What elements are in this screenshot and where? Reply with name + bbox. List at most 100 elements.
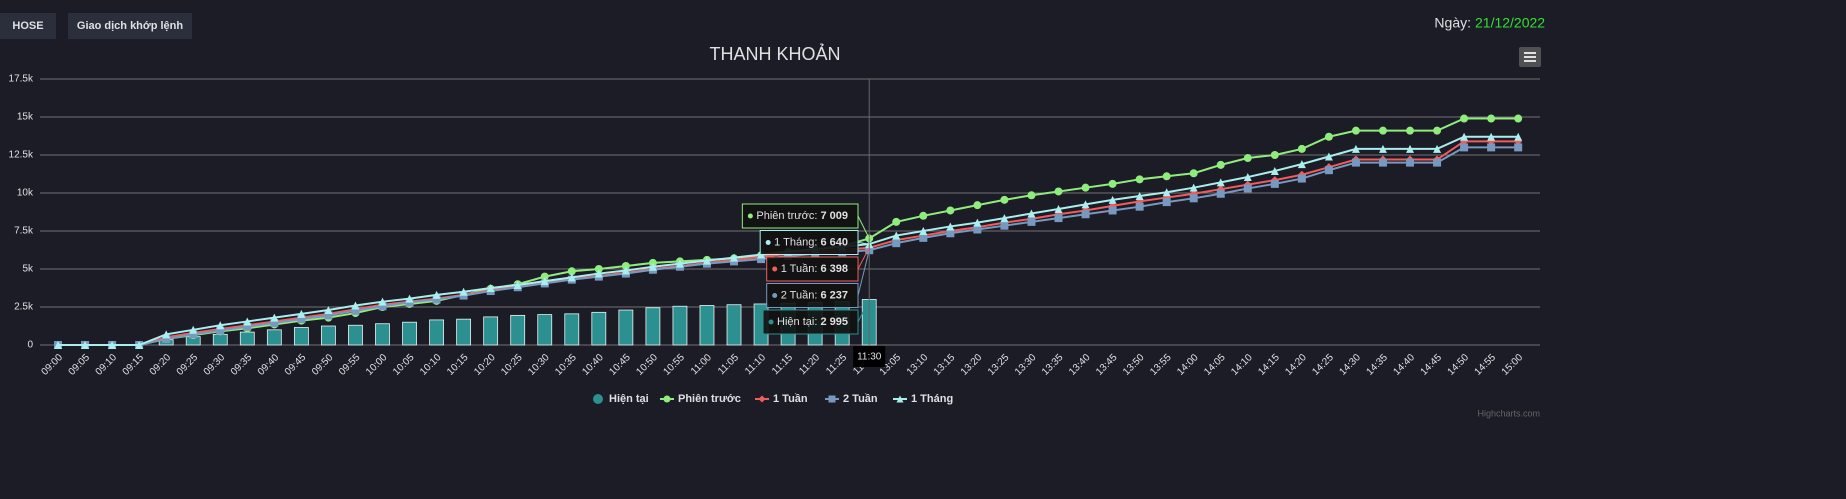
marker [540, 277, 549, 286]
button[interactable] [0, 13, 56, 39]
marker [1000, 221, 1009, 230]
bar [321, 325, 336, 346]
marker [297, 309, 306, 318]
menu-bar[interactable] [1524, 52, 1536, 54]
marker [892, 231, 901, 240]
marker [1189, 169, 1198, 178]
marker [758, 395, 766, 403]
marker [216, 321, 225, 330]
bar [564, 313, 580, 346]
x-tick-label: 14:40 [1392, 352, 1418, 378]
marker [594, 269, 603, 278]
marker [621, 261, 630, 270]
marker [324, 311, 333, 320]
marker [1460, 143, 1469, 152]
menu-bar[interactable] [1524, 56, 1536, 58]
menu-bar[interactable] [1524, 60, 1536, 62]
x-tick-label: 13:15 [932, 352, 958, 378]
tooltip-text: 2 Tuần: 6 237 [781, 289, 848, 301]
marker [1514, 132, 1523, 141]
marker [513, 280, 522, 289]
marker [405, 294, 414, 303]
marker [1433, 144, 1442, 153]
x-tick-label: 09:10 [94, 352, 120, 378]
marker [1054, 204, 1063, 213]
tooltip-connector [857, 250, 870, 296]
legend-label[interactable]: Hiện tại [609, 393, 649, 405]
bar [348, 324, 363, 346]
button[interactable] [68, 13, 192, 39]
tooltip-dot [772, 266, 778, 272]
legend-label[interactable]: Phiên trước [678, 393, 741, 405]
marker [1406, 144, 1415, 153]
x-tick-label: 13:35 [1040, 352, 1066, 378]
marker [432, 295, 441, 304]
marker [1270, 166, 1279, 175]
marker [784, 252, 793, 261]
y-tick-label: 10k [17, 188, 34, 199]
x-tick-label: 10:40 [580, 352, 606, 378]
marker [1460, 132, 1469, 141]
marker [1216, 189, 1225, 198]
marker [243, 322, 252, 331]
bar [375, 323, 390, 346]
x-tick-label: 14:55 [1473, 352, 1499, 378]
marker [1270, 179, 1279, 188]
x-tick-label: 13:45 [1094, 352, 1120, 378]
marker [973, 201, 982, 210]
x-tick-label: 09:05 [67, 352, 93, 378]
marker [892, 239, 901, 248]
marker [378, 302, 387, 311]
x-tick-label: 14:05 [1202, 352, 1228, 378]
marker [1433, 126, 1442, 135]
marker [378, 297, 387, 306]
x-tick-label: 11:00 [689, 352, 714, 377]
x-tick-label: 14:25 [1310, 352, 1336, 378]
tooltip-text: Hiện tại: 2 995 [777, 316, 848, 328]
marker [1162, 172, 1171, 181]
x-tick-label: 09:40 [256, 352, 282, 378]
marker [1216, 178, 1225, 187]
button-label[interactable]: Giao dịch khớp lệnh [77, 20, 183, 32]
x-tick-label: 09:55 [337, 352, 363, 378]
marker [351, 306, 360, 315]
marker [270, 318, 279, 327]
marker [1054, 187, 1063, 196]
marker [1108, 195, 1117, 204]
legend-label[interactable]: 2 Tuần [843, 393, 878, 405]
legend-label[interactable]: 1 Tháng [911, 393, 953, 405]
x-tick-label: 10:55 [661, 352, 687, 378]
x-tick-label: 14:45 [1419, 352, 1445, 378]
menu-button[interactable] [1519, 47, 1541, 67]
bar [402, 321, 417, 346]
tooltip-value: 7 009 [820, 210, 848, 222]
marker [1243, 154, 1252, 163]
tooltip-box [762, 309, 859, 335]
marker [1433, 158, 1442, 167]
tooltip-dot [768, 319, 774, 325]
marker [243, 317, 252, 326]
button-label[interactable]: HOSE [12, 20, 43, 32]
legend-label[interactable]: 1 Tuần [773, 393, 808, 405]
marker [1081, 210, 1090, 219]
marker [351, 301, 360, 310]
marker [189, 330, 198, 339]
x-tick-label: 09:25 [175, 352, 201, 378]
tooltip-value: 6 398 [820, 263, 848, 275]
marker [1108, 206, 1117, 215]
marker [1406, 126, 1415, 135]
x-tick-label: 09:30 [202, 352, 228, 378]
x-tick-label: 14:35 [1364, 352, 1390, 378]
x-tick-label: 10:25 [499, 352, 525, 378]
marker [1460, 114, 1469, 123]
marker [1487, 132, 1496, 141]
tooltip-name: 1 Tuần: [781, 263, 818, 275]
x-tick-label: 13:40 [1067, 352, 1093, 378]
marker [1297, 160, 1306, 169]
x-tick-label: 09:15 [121, 352, 147, 378]
tooltip-value: 6 237 [820, 289, 848, 301]
marker [702, 256, 711, 265]
marker [189, 325, 198, 334]
marker [1487, 114, 1496, 123]
